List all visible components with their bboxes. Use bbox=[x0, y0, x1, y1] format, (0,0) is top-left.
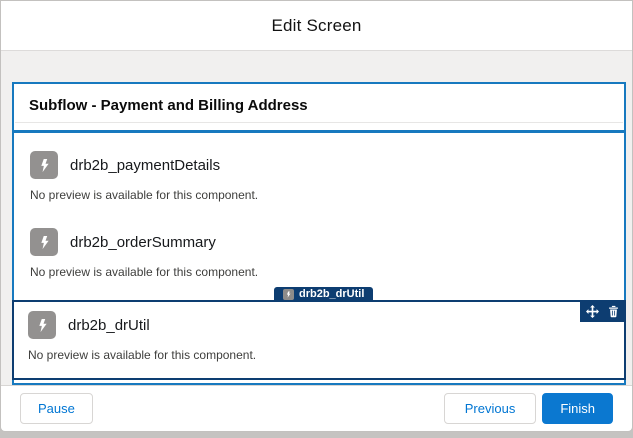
component-item-paymentDetails[interactable]: drb2b_paymentDetails No preview is avail… bbox=[30, 151, 608, 202]
dialog-titlebar: Edit Screen bbox=[1, 1, 632, 51]
lightning-bolt-icon bbox=[30, 228, 58, 256]
lightning-bolt-icon bbox=[28, 311, 56, 339]
selected-component-tab-label: drb2b_drUtil bbox=[299, 288, 365, 300]
screen-header-text: Subflow - Payment and Billing Address bbox=[29, 97, 308, 114]
component-row: drb2b_orderSummary bbox=[30, 228, 608, 256]
dialog-title: Edit Screen bbox=[271, 15, 362, 35]
move-icon[interactable] bbox=[586, 304, 599, 318]
pause-button[interactable]: Pause bbox=[20, 393, 93, 424]
component-name: drb2b_paymentDetails bbox=[70, 156, 221, 174]
selected-component-tab: drb2b_drUtil bbox=[274, 287, 374, 302]
component-item-drUtil-selected[interactable]: drb2b_drUtil bbox=[12, 287, 626, 380]
component-row: drb2b_paymentDetails bbox=[30, 151, 608, 179]
screen-header-field[interactable]: Subflow - Payment and Billing Address bbox=[14, 84, 624, 133]
dialog-body: Subflow - Payment and Billing Address dr… bbox=[1, 51, 632, 385]
component-action-badge bbox=[580, 300, 626, 322]
screen-canvas: Subflow - Payment and Billing Address dr… bbox=[12, 82, 626, 385]
header-underline bbox=[15, 122, 623, 123]
component-caption: No preview is available for this compone… bbox=[28, 348, 257, 362]
finish-button[interactable]: Finish bbox=[542, 393, 613, 424]
delete-icon[interactable] bbox=[607, 305, 620, 318]
previous-button[interactable]: Previous bbox=[443, 393, 537, 424]
component-list: drb2b_paymentDetails No preview is avail… bbox=[12, 133, 626, 383]
component-name: drb2b_drUtil bbox=[68, 316, 150, 334]
component-item-orderSummary[interactable]: drb2b_orderSummary No preview is availab… bbox=[30, 228, 608, 279]
footer-right-group: Previous Finish bbox=[443, 393, 613, 424]
component-name: drb2b_orderSummary bbox=[70, 233, 216, 251]
component-row: drb2b_drUtil bbox=[28, 311, 610, 339]
lightning-bolt-icon bbox=[30, 151, 58, 179]
component-caption: No preview is available for this compone… bbox=[30, 188, 259, 202]
component-caption: No preview is available for this compone… bbox=[30, 265, 259, 279]
lightning-bolt-icon bbox=[283, 289, 294, 300]
dialog-footer: Pause Previous Finish bbox=[1, 385, 632, 431]
